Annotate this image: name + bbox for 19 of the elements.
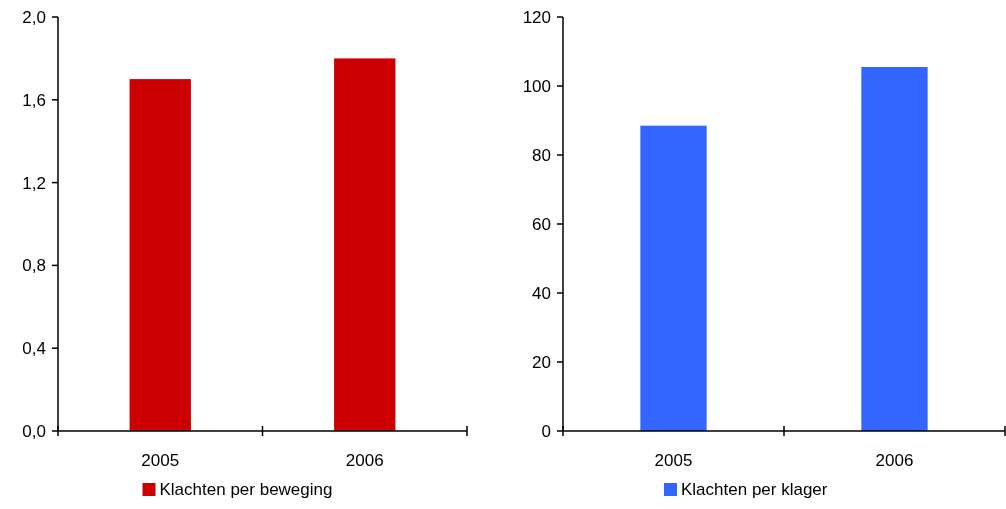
y-tick-label: 0,0 (22, 421, 46, 441)
y-tick-label: 1,6 (22, 90, 46, 110)
y-tick-label: 0 (541, 421, 551, 441)
y-tick-label: 120 (522, 7, 551, 27)
y-tick-label: 1,2 (22, 173, 46, 193)
y-tick-label: 40 (532, 283, 551, 303)
y-tick-label: 20 (532, 352, 551, 372)
y-tick-label: 0,8 (22, 256, 46, 276)
legend-label: Klachten per beweging (159, 480, 333, 499)
y-tick-label: 0,4 (22, 339, 46, 359)
y-tick-label: 80 (532, 145, 551, 165)
x-tick-label: 2006 (345, 451, 384, 470)
y-tick-label: 60 (532, 214, 551, 234)
x-tick-label: 2005 (654, 451, 693, 470)
x-tick-label: 2006 (875, 451, 914, 470)
x-tick-label: 2005 (141, 451, 180, 470)
y-tick-label: 2,0 (22, 7, 46, 27)
y-tick-label: 100 (522, 76, 551, 96)
legend-label: Klachten per klager (681, 480, 828, 499)
